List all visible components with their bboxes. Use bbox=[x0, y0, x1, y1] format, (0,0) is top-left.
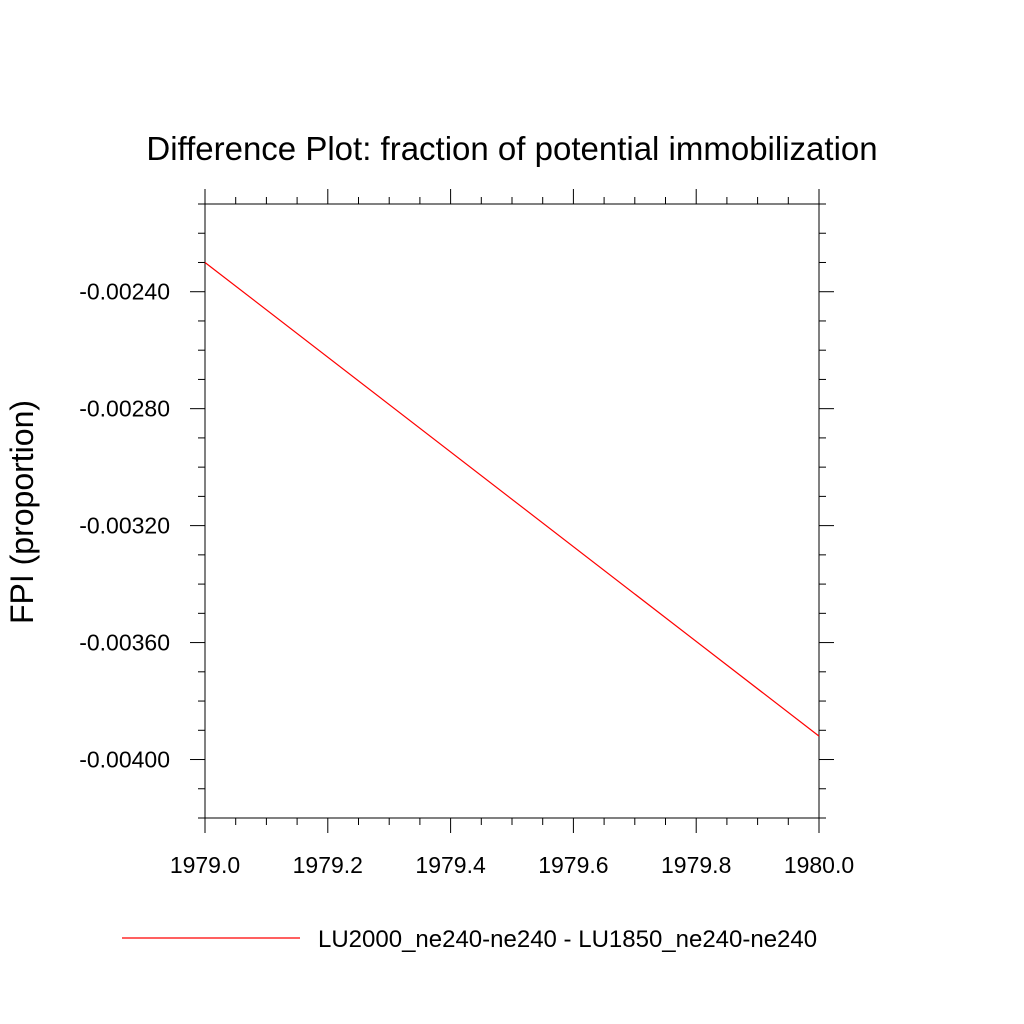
y-tick-label: -0.00280 bbox=[79, 396, 170, 422]
legend-label: LU2000_ne240-ne240 - LU1850_ne240-ne240 bbox=[318, 926, 817, 953]
x-tick-label: 1979.6 bbox=[538, 852, 608, 878]
legend: LU2000_ne240-ne240 - LU1850_ne240-ne240 bbox=[122, 926, 817, 953]
x-tick-label: 1979.2 bbox=[293, 852, 363, 878]
x-tick-label: 1979.8 bbox=[661, 852, 731, 878]
chart-title: Difference Plot: fraction of potential i… bbox=[146, 130, 877, 167]
x-tick-labels: 1979.0 1979.2 1979.4 1979.6 1979.8 1980.0 bbox=[170, 852, 854, 878]
y-tick-label: -0.00320 bbox=[79, 513, 170, 539]
axis-ticks bbox=[190, 189, 834, 833]
x-tick-label: 1979.4 bbox=[415, 852, 486, 878]
x-tick-label: 1980.0 bbox=[784, 852, 854, 878]
plot-frame bbox=[204, 203, 820, 819]
y-tick-label: -0.00360 bbox=[79, 630, 170, 656]
y-tick-label: -0.00400 bbox=[79, 747, 170, 773]
y-tick-label: -0.00240 bbox=[79, 279, 170, 305]
series-line bbox=[204, 262, 820, 737]
series-group bbox=[204, 262, 820, 737]
y-tick-labels: -0.00240 -0.00280 -0.00320 -0.00360 -0.00400 bbox=[79, 279, 170, 773]
y-axis-label: FPI (proportion) bbox=[4, 400, 40, 624]
x-tick-label: 1979.0 bbox=[170, 852, 240, 878]
